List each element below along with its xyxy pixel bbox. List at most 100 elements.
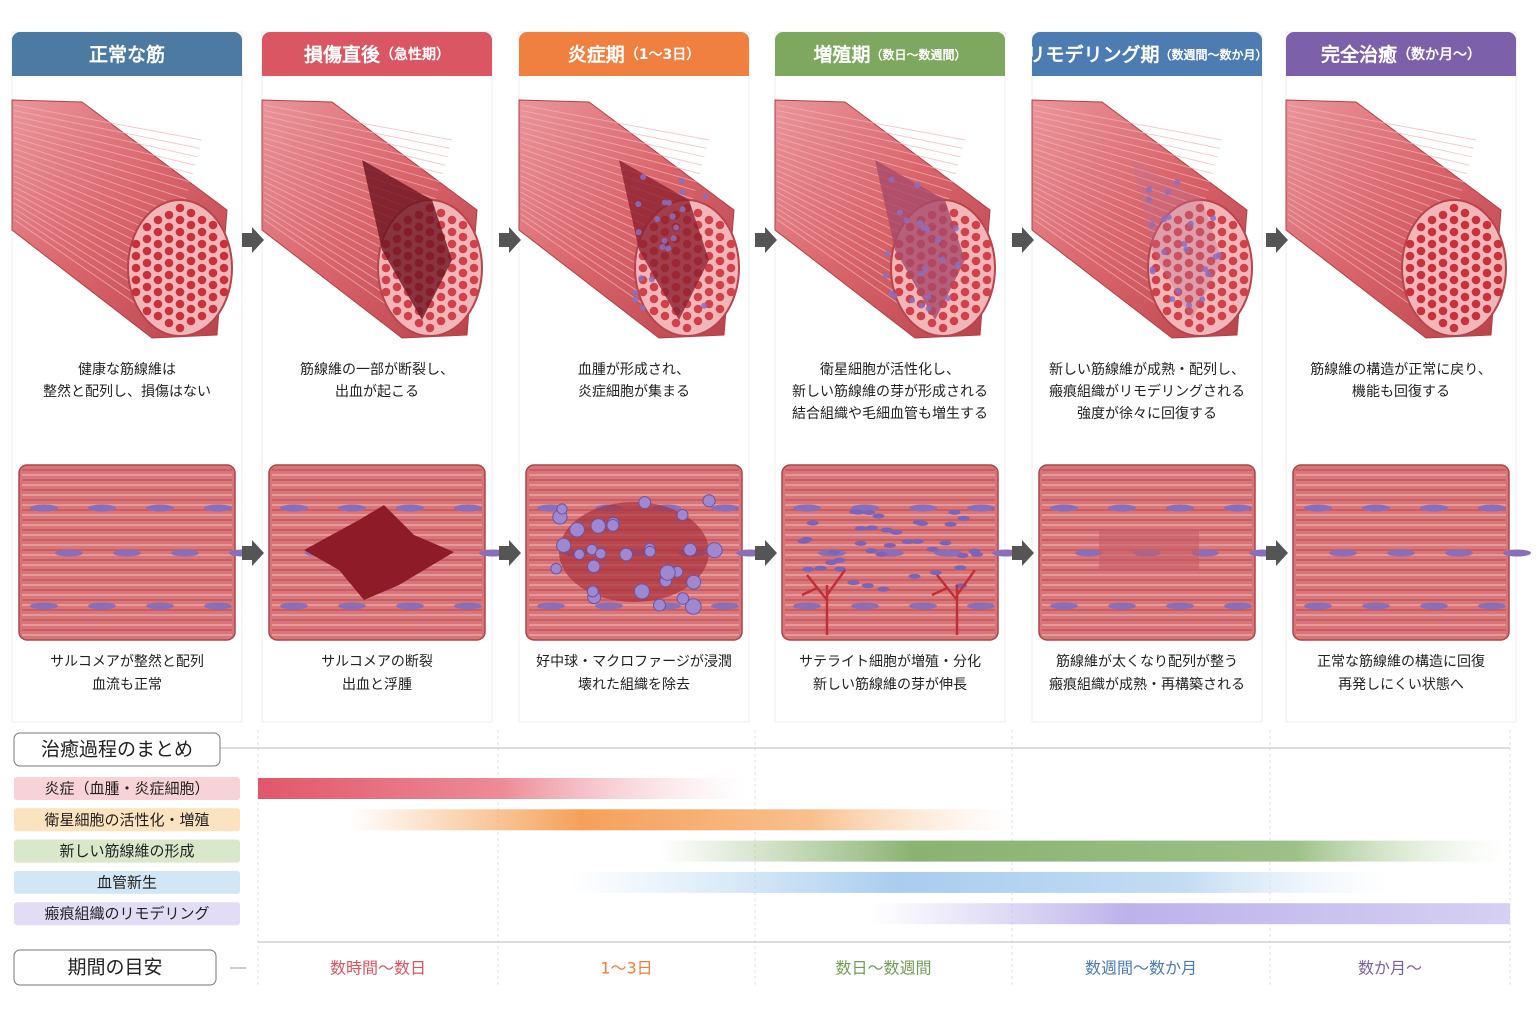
nucleus	[1478, 504, 1506, 512]
fiber-dot	[1460, 256, 1470, 266]
cell	[1149, 266, 1156, 273]
cell	[1174, 179, 1181, 186]
fiber-line	[1287, 153, 1456, 217]
fiber-dot	[197, 251, 207, 261]
fiber-dot	[1427, 239, 1437, 249]
satellite-cell	[861, 583, 874, 589]
fiber-dot	[447, 239, 457, 249]
arrow	[755, 227, 777, 253]
fiber-dot	[1460, 208, 1470, 218]
stage-title-note: （数週間〜数か月）	[1160, 47, 1268, 62]
fiber-dot	[219, 275, 229, 285]
nucleus	[1503, 549, 1531, 557]
fiber-dot	[1206, 244, 1216, 254]
cell	[1205, 271, 1212, 278]
nucleus	[967, 602, 995, 610]
fiber-dot	[219, 287, 229, 297]
fiber-dot	[197, 287, 207, 297]
cell	[1186, 302, 1193, 309]
fiber-line	[1033, 153, 1202, 217]
fiber-line	[776, 126, 957, 175]
fiber-line	[13, 131, 191, 183]
stage-title-main: リモデリング期	[1026, 43, 1159, 66]
process-label: 新しい筋線維の形成	[59, 842, 194, 860]
fiber-line	[263, 120, 446, 166]
satellite-cell	[911, 538, 924, 544]
fiber-dot	[1416, 306, 1426, 316]
fiber-dot	[414, 318, 424, 328]
fiber-dot	[142, 282, 152, 292]
cell	[882, 272, 889, 279]
fiber-dot	[649, 306, 659, 316]
satellite-cell	[926, 546, 939, 552]
nucleus	[851, 602, 879, 610]
fiber-dot	[1449, 227, 1459, 237]
arrow	[242, 540, 264, 566]
fiber-dot	[1184, 282, 1194, 292]
muscle-illustration	[1285, 99, 1507, 339]
fiber-dot	[436, 208, 446, 218]
immune-cell	[556, 503, 568, 515]
fiber-dot	[164, 210, 174, 220]
cell	[1210, 215, 1217, 222]
satellite-cell	[854, 526, 867, 532]
satellite-cell	[814, 565, 827, 571]
fiber-dot	[1427, 275, 1437, 285]
nucleus	[1329, 549, 1357, 557]
process-label-box	[14, 839, 240, 863]
cell	[661, 237, 668, 244]
fiber-dot	[1405, 251, 1415, 261]
fiber-dot	[1449, 287, 1459, 297]
fiber-dot	[1173, 275, 1183, 285]
fiber-dot	[1482, 244, 1492, 254]
fiber-dot	[1449, 299, 1459, 309]
fiber-dot	[1162, 294, 1172, 304]
fiber-line	[520, 131, 698, 183]
fiber-dot	[153, 299, 163, 309]
stage-title-main: 炎症期	[568, 43, 625, 66]
period-label: 数時間〜数日	[330, 959, 426, 978]
fiber-dot	[175, 203, 185, 213]
stage-detail: 新しい筋線維の芽が伸長	[813, 676, 967, 693]
fiber-dot	[1162, 306, 1172, 316]
fiber-dot	[982, 251, 992, 261]
process-label-box	[14, 870, 240, 894]
satellite-cell	[865, 525, 878, 531]
stage-detail: 再発しにくい状態へ	[1338, 677, 1464, 693]
fiber-dot	[1449, 203, 1459, 213]
cell	[1145, 186, 1152, 193]
fiber-line	[1033, 115, 1218, 158]
fiber-dot	[164, 306, 174, 316]
nucleus	[1166, 602, 1194, 610]
nucleus	[1166, 504, 1194, 512]
satellite-cell	[863, 510, 876, 516]
nucleus	[396, 602, 424, 610]
process-label: 血管新生	[97, 873, 157, 891]
damage-area	[1132, 160, 1222, 320]
fiber-dot	[1449, 311, 1459, 321]
fiber-dot	[971, 268, 981, 278]
fiber-dot	[726, 275, 736, 285]
fiber-line	[13, 142, 187, 200]
fiber-dot	[1482, 292, 1492, 302]
stage-title: 完全治癒（数か月〜）	[1321, 43, 1481, 66]
micro-illustration	[525, 464, 764, 641]
fiber-dot	[1195, 215, 1205, 225]
fiber-dot	[1173, 263, 1183, 273]
fiber-dot	[1493, 251, 1503, 261]
satellite-cell	[847, 580, 860, 586]
fiber-dot	[197, 215, 207, 225]
satellite-cell	[797, 538, 810, 544]
fiber-dot	[726, 263, 736, 273]
fiber-dot	[381, 275, 391, 285]
fiber-line	[13, 104, 203, 141]
satellite-cell	[957, 515, 970, 521]
fiber-dot	[197, 227, 207, 237]
fiber-dot	[1206, 208, 1216, 218]
cell	[1161, 216, 1168, 223]
stage-description: 血腫が形成され、	[578, 362, 690, 378]
stage-description: 強度が徐々に回復する	[1077, 405, 1217, 422]
fiber-dot	[1217, 239, 1227, 249]
summary-title-box	[13, 732, 221, 767]
fiber-dot	[458, 292, 468, 302]
